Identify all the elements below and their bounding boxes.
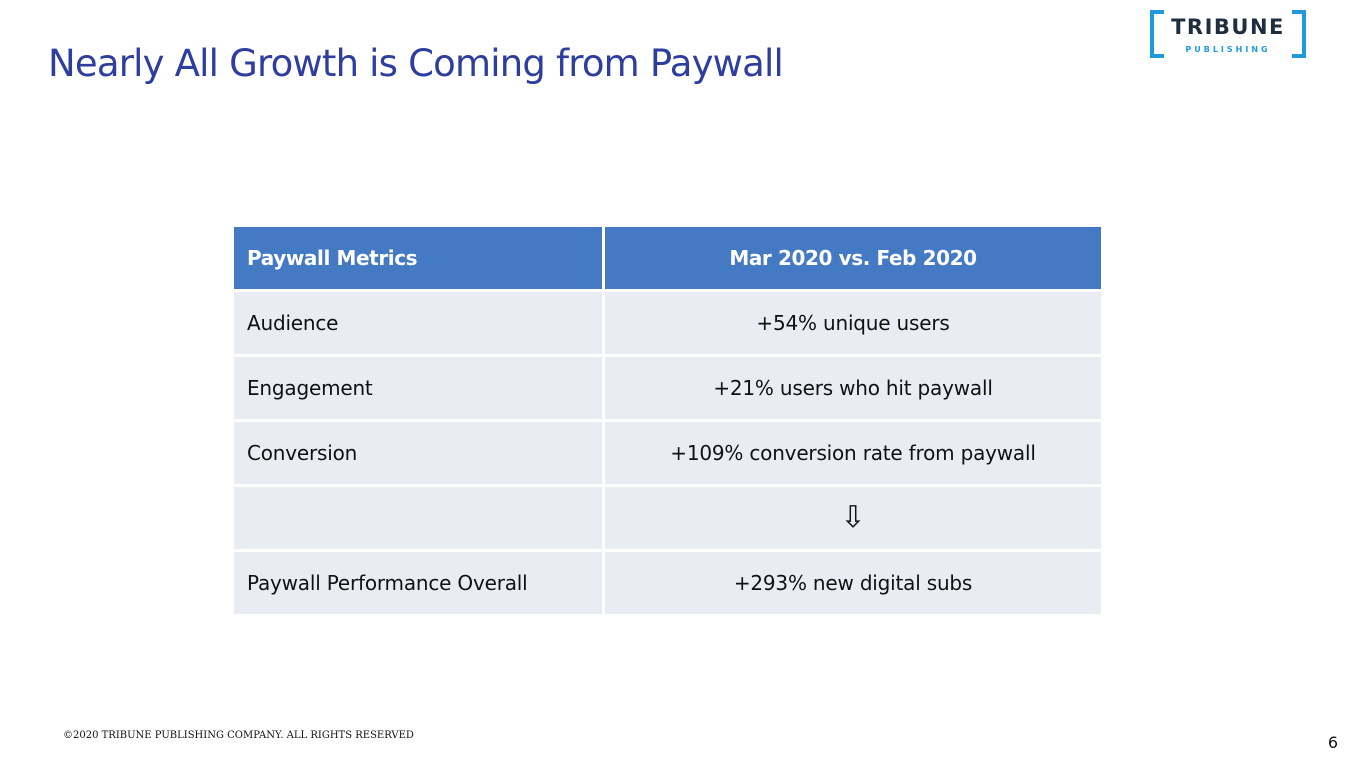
- logo-bracket-right: [1292, 10, 1306, 58]
- metric-label: Paywall Performance Overall: [234, 552, 602, 614]
- table-row: Audience +54% unique users: [234, 292, 1101, 354]
- table-row: Engagement +21% users who hit paywall: [234, 357, 1101, 419]
- metric-label-empty: [234, 487, 602, 549]
- down-arrow-icon: ⇩: [840, 500, 866, 535]
- table-row: Conversion +109% conversion rate from pa…: [234, 422, 1101, 484]
- header-period-comparison: Mar 2020 vs. Feb 2020: [605, 227, 1101, 289]
- metric-label: Conversion: [234, 422, 602, 484]
- metric-value: +109% conversion rate from paywall: [605, 422, 1101, 484]
- table-row: ⇩: [234, 487, 1101, 549]
- page-number: 6: [1327, 733, 1338, 752]
- table-header-row: Paywall Metrics Mar 2020 vs. Feb 2020: [234, 227, 1101, 289]
- metric-value: +21% users who hit paywall: [605, 357, 1101, 419]
- slide-title: Nearly All Growth is Coming from Paywall: [48, 42, 784, 85]
- metric-label: Audience: [234, 292, 602, 354]
- header-paywall-metrics: Paywall Metrics: [234, 227, 602, 289]
- logo-sub-text: PUBLISHING: [1185, 45, 1271, 54]
- footer-copyright: ©2020 TRIBUNE PUBLISHING COMPANY. ALL RI…: [63, 730, 414, 741]
- tribune-publishing-logo: TRIBUNE PUBLISHING: [1150, 10, 1306, 58]
- metric-label: Engagement: [234, 357, 602, 419]
- paywall-metrics-table: Paywall Metrics Mar 2020 vs. Feb 2020 Au…: [231, 224, 1104, 617]
- logo-bracket-left: [1150, 10, 1164, 58]
- metric-value: +293% new digital subs: [605, 552, 1101, 614]
- logo-main-text: TRIBUNE: [1171, 15, 1285, 39]
- table-row: Paywall Performance Overall +293% new di…: [234, 552, 1101, 614]
- metric-value: +54% unique users: [605, 292, 1101, 354]
- arrow-cell: ⇩: [605, 487, 1101, 549]
